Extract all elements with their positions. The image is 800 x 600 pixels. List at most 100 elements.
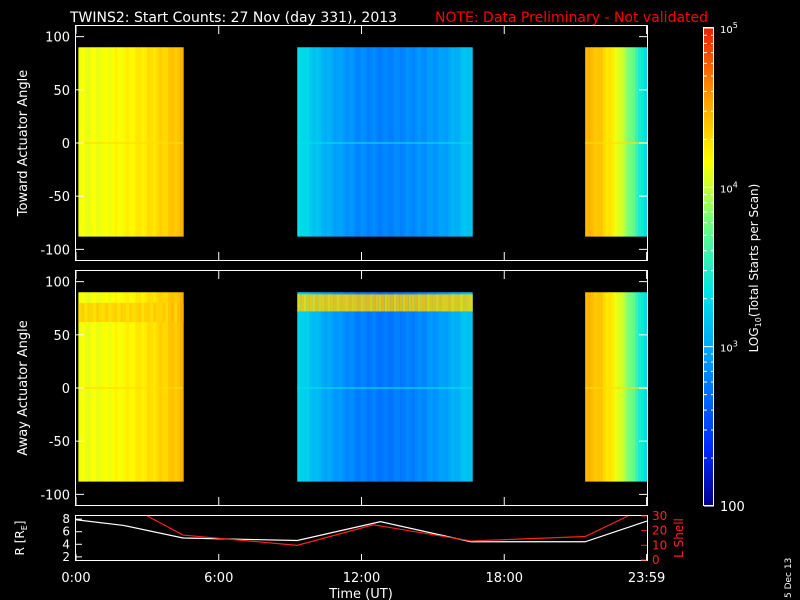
orbit-y-label-sub: E <box>20 525 29 530</box>
away-heatmap-column <box>144 292 148 482</box>
away-high-band-cell <box>423 294 428 312</box>
colorbar-tick-exponent: 4 <box>733 180 738 189</box>
away-heatmap-column <box>105 292 109 482</box>
away-heatmap-data <box>78 292 648 482</box>
away-heatmap-column <box>599 292 604 482</box>
toward-heatmap-column <box>375 47 380 237</box>
toward-heatmap-column <box>81 47 85 237</box>
toward-heatmap-column <box>159 47 163 237</box>
toward-heatmap-column <box>360 47 365 237</box>
toward-heatmap-column <box>378 47 383 237</box>
away-high-band-cell <box>165 302 169 323</box>
toward-heatmap-column <box>599 47 604 237</box>
away-high-band-cell <box>327 294 332 312</box>
away-heatmap-column <box>117 292 121 482</box>
toward-y-axis: 100 50 0 -50 -100 <box>40 26 648 260</box>
away-heatmap-column <box>617 292 622 482</box>
toward-y-tick-label: 0 <box>62 137 70 152</box>
orbit-y2-tick-label: 20 <box>652 524 667 538</box>
toward-heatmap-column <box>351 47 356 237</box>
away-zero-angle-stripe <box>585 387 647 389</box>
away-heatmap-column <box>629 292 633 482</box>
toward-heatmap-column <box>463 47 467 237</box>
toward-heatmap-column <box>111 47 115 237</box>
away-heatmap-column <box>306 292 310 482</box>
away-high-band-cell <box>354 294 359 312</box>
away-high-band-cell <box>126 302 130 323</box>
toward-heatmap-column <box>87 47 91 237</box>
toward-heatmap-column <box>336 47 341 237</box>
orbit-y2-tick-label: 30 <box>652 509 667 523</box>
away-high-band-cell <box>393 294 398 312</box>
away-high-band-cell <box>123 302 127 323</box>
away-heatmap-column <box>165 292 169 482</box>
toward-heatmap-column <box>408 47 413 237</box>
away-high-band-cell <box>339 294 344 312</box>
away-high-band-cell <box>390 294 395 312</box>
toward-heatmap-column <box>102 47 106 237</box>
away-high-band-cell <box>357 294 362 312</box>
away-high-band-cell <box>441 294 446 312</box>
toward-heatmap-column <box>411 47 416 237</box>
toward-heatmap-column <box>626 47 630 237</box>
away-heatmap-column <box>405 292 410 482</box>
away-high-band-cell <box>454 294 458 312</box>
toward-heatmap-column <box>435 47 440 237</box>
away-high-band-cell <box>303 294 307 312</box>
away-high-band-cell <box>102 302 106 323</box>
away-heatmap-column <box>417 292 422 482</box>
toward-zero-angle-stripe <box>297 142 473 144</box>
date-stamp: 5 Dec 13 <box>784 558 794 598</box>
toward-heatmap-column <box>635 47 639 237</box>
away-heatmap-column <box>342 292 347 482</box>
toward-heatmap-data <box>78 47 648 237</box>
away-heatmap-column <box>605 292 610 482</box>
toward-heatmap-column <box>381 47 386 237</box>
away-heatmap-column <box>454 292 458 482</box>
toward-heatmap-column <box>357 47 362 237</box>
away-high-band-cell <box>387 294 392 312</box>
toward-heatmap-column <box>414 47 419 237</box>
toward-heatmap-column <box>171 47 175 237</box>
colorbar-tick-label: 104 <box>720 180 738 195</box>
away-high-band-cell <box>135 302 139 323</box>
away-high-band-cell <box>444 294 449 312</box>
toward-heatmap-column <box>438 47 443 237</box>
away-high-band-cell <box>141 302 145 323</box>
away-heatmap-column <box>632 292 636 482</box>
away-heatmap-column <box>171 292 175 482</box>
toward-heatmap-column <box>165 47 169 237</box>
toward-heatmap-column <box>629 47 633 237</box>
toward-heatmap-column <box>348 47 353 237</box>
away-heatmap-column <box>372 292 377 482</box>
toward-heatmap-column <box>177 47 181 237</box>
away-heatmap-column <box>375 292 380 482</box>
away-high-band-cell <box>162 302 166 323</box>
away-high-band-cell <box>429 294 434 312</box>
toward-heatmap-column <box>339 47 344 237</box>
toward-heatmap-column <box>602 47 607 237</box>
toward-heatmap-column <box>180 47 184 237</box>
toward-heatmap-column <box>93 47 97 237</box>
colorbar-label-rest: (Total Starts per Scan) <box>747 184 761 318</box>
toward-heatmap-column <box>588 47 592 237</box>
orbit-y2-tick-label: 0 <box>652 553 660 567</box>
away-heatmap-column <box>162 292 166 482</box>
away-high-band-cell <box>315 294 319 312</box>
colorbar-tick-base: 100 <box>720 500 745 515</box>
toward-heatmap-column <box>591 47 595 237</box>
toward-heatmap-column <box>333 47 338 237</box>
toward-heatmap-column <box>168 47 172 237</box>
away-heatmap-column <box>84 292 88 482</box>
toward-heatmap-column <box>432 47 437 237</box>
toward-heatmap-column <box>384 47 389 237</box>
away-high-band-cell <box>420 294 425 312</box>
away-high-band-cell <box>408 294 413 312</box>
away-heatmap-column <box>177 292 181 482</box>
away-heatmap-column <box>366 292 371 482</box>
toward-heatmap-column <box>426 47 431 237</box>
away-heatmap-column <box>303 292 307 482</box>
orbit-y-tick-label: 8 <box>62 512 70 526</box>
toward-heatmap-column <box>108 47 112 237</box>
orbit-y2-label: L Shell <box>672 518 686 558</box>
